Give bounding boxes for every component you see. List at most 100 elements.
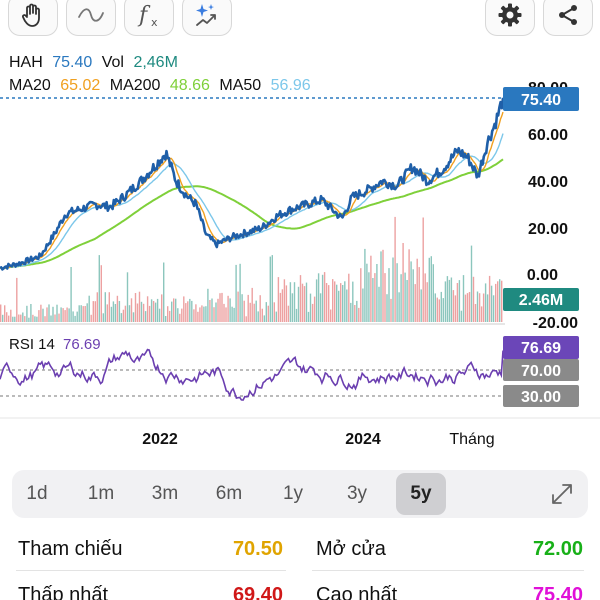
volume-bar bbox=[499, 279, 501, 322]
volume-bar bbox=[424, 273, 426, 322]
volume-bar bbox=[175, 298, 177, 322]
ma20-value: 65.02 bbox=[60, 77, 100, 94]
volume-bar bbox=[472, 276, 475, 322]
vol-value: 2,46M bbox=[133, 54, 177, 71]
volume-bar bbox=[195, 304, 197, 322]
volume-bar bbox=[428, 257, 430, 322]
volume-bar bbox=[293, 282, 296, 322]
volume-bar bbox=[362, 288, 364, 322]
volume-bar bbox=[0, 304, 2, 322]
volume-bar bbox=[283, 279, 286, 322]
volume-bar bbox=[14, 316, 16, 322]
range-5y[interactable]: 5y bbox=[396, 473, 446, 515]
range-6m[interactable]: 6m bbox=[215, 483, 243, 504]
range-3y[interactable]: 3y bbox=[346, 483, 368, 504]
volume-bar bbox=[484, 283, 487, 322]
volume-bar bbox=[100, 265, 102, 322]
volume-bar bbox=[305, 282, 308, 322]
volume-bar bbox=[52, 306, 54, 322]
volume-bar bbox=[134, 293, 137, 322]
settings-button[interactable] bbox=[485, 0, 535, 36]
volume-bar bbox=[311, 303, 314, 322]
volume-bar bbox=[289, 282, 292, 322]
volume-bar bbox=[80, 305, 82, 322]
share-button[interactable] bbox=[543, 0, 593, 36]
volume-bar bbox=[187, 301, 189, 322]
volume-bar bbox=[2, 314, 4, 322]
rsi-value-badge: 76.69 bbox=[503, 336, 579, 359]
volume-bar bbox=[382, 249, 384, 322]
volume-bar bbox=[299, 275, 302, 322]
volume-bar bbox=[146, 296, 149, 322]
ma50-label: MA50 bbox=[219, 77, 261, 94]
volume-bar bbox=[22, 312, 24, 322]
volume-bar bbox=[24, 316, 26, 322]
y-tick-60: 60.00 bbox=[528, 127, 568, 144]
ma200-label: MA200 bbox=[110, 77, 161, 94]
volume-bar bbox=[392, 257, 394, 322]
volume-bar bbox=[102, 313, 104, 322]
volume-bar bbox=[253, 303, 255, 322]
volume-bar bbox=[161, 294, 163, 322]
volume-bar bbox=[74, 315, 76, 322]
volume-bar bbox=[446, 276, 449, 322]
rsi-lower-badge: 30.00 bbox=[503, 385, 579, 407]
volume-bar bbox=[34, 316, 36, 322]
volume-bar bbox=[448, 279, 451, 322]
draw-hand-button[interactable] bbox=[8, 0, 58, 36]
range-1d[interactable]: 1d bbox=[26, 483, 48, 504]
volume-bar bbox=[482, 293, 485, 322]
fullscreen-button[interactable] bbox=[550, 482, 574, 511]
volume-bar bbox=[346, 289, 348, 322]
range-3m[interactable]: 3m bbox=[151, 483, 179, 504]
volume-bar bbox=[118, 301, 121, 322]
volume-bar bbox=[422, 217, 424, 322]
volume-bar bbox=[163, 262, 165, 322]
svg-text:RSI 14 76.69: RSI 14 76.69 bbox=[9, 336, 101, 353]
volume-bar bbox=[464, 294, 467, 322]
volume-bar bbox=[480, 306, 483, 322]
volume-bar bbox=[104, 292, 106, 322]
volume-bar bbox=[454, 295, 457, 322]
volume-bar bbox=[265, 302, 267, 322]
volume-bar bbox=[183, 296, 185, 322]
volume-bar bbox=[301, 283, 304, 322]
volume-bar bbox=[492, 295, 495, 322]
volume-bar bbox=[60, 307, 62, 322]
rsi-upper-badge: 70.00 bbox=[503, 359, 579, 381]
volume-bar bbox=[303, 286, 306, 322]
ai-chart-button[interactable] bbox=[182, 0, 232, 36]
volume-bar bbox=[152, 301, 155, 322]
volume-bar bbox=[342, 285, 344, 322]
volume-bar bbox=[364, 248, 366, 322]
volume-bar bbox=[205, 306, 207, 322]
price-chart[interactable]: HAH 75.40 Vol 2,46M MA20 65.02 MA200 48.… bbox=[0, 40, 600, 455]
high-value: 75.40 bbox=[532, 584, 583, 600]
volume-bar bbox=[144, 311, 147, 322]
indicator-line-button[interactable] bbox=[66, 0, 116, 36]
volume-bar bbox=[165, 316, 167, 322]
volume-bar bbox=[90, 314, 92, 322]
volume-bar bbox=[223, 303, 225, 322]
volume-bar bbox=[98, 255, 100, 322]
share-icon bbox=[559, 5, 577, 25]
volume-bar bbox=[197, 311, 199, 322]
volume-bar bbox=[386, 294, 388, 322]
volume-bar bbox=[62, 308, 64, 322]
range-1y[interactable]: 1y bbox=[282, 483, 304, 504]
volume-bar bbox=[261, 308, 263, 322]
range-1m[interactable]: 1m bbox=[87, 483, 115, 504]
volume-bar bbox=[315, 279, 318, 322]
range-selector: 1d 1m 3m 6m 1y 3y 5y bbox=[12, 470, 588, 518]
x-label-2024: 2024 bbox=[345, 431, 381, 448]
volume-bar bbox=[8, 315, 10, 322]
volume-bar bbox=[420, 289, 422, 322]
volume-bar bbox=[356, 300, 358, 322]
volume-bar bbox=[400, 274, 402, 322]
volume-bar bbox=[273, 302, 275, 322]
volume-bar bbox=[6, 312, 8, 322]
rsi-label: RSI 14 bbox=[9, 336, 55, 353]
function-button[interactable]: f x bbox=[124, 0, 174, 36]
volume-bar bbox=[418, 267, 420, 322]
volume-bar bbox=[432, 264, 434, 322]
